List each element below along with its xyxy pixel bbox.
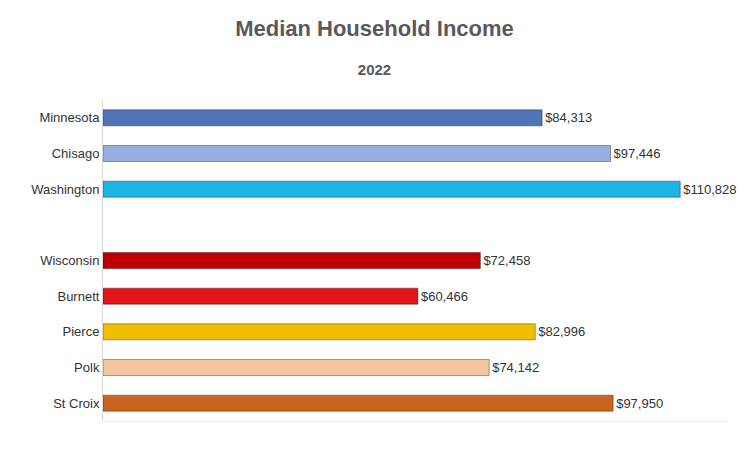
svg-text:Median Household Income: Median Household Income [235, 16, 514, 41]
svg-text:$97,950: $97,950 [616, 396, 663, 411]
svg-text:$82,996: $82,996 [538, 324, 585, 339]
svg-text:$72,458: $72,458 [483, 253, 530, 268]
svg-text:Pierce: Pierce [63, 324, 100, 339]
svg-text:$60,466: $60,466 [421, 289, 468, 304]
svg-text:$110,828: $110,828 [683, 182, 736, 197]
svg-text:Washington: Washington [31, 182, 99, 197]
svg-text:$74,142: $74,142 [492, 360, 539, 375]
svg-text:Wisconsin: Wisconsin [40, 253, 99, 268]
svg-text:$97,446: $97,446 [614, 146, 661, 161]
svg-text:Minnesota: Minnesota [39, 110, 100, 125]
svg-text:Polk: Polk [74, 360, 100, 375]
svg-text:St Croix: St Croix [53, 396, 100, 411]
svg-text:Burnett: Burnett [57, 289, 99, 304]
svg-text:$84,313: $84,313 [545, 110, 592, 125]
svg-text:Chisago: Chisago [52, 146, 100, 161]
svg-text:2022: 2022 [358, 61, 391, 78]
